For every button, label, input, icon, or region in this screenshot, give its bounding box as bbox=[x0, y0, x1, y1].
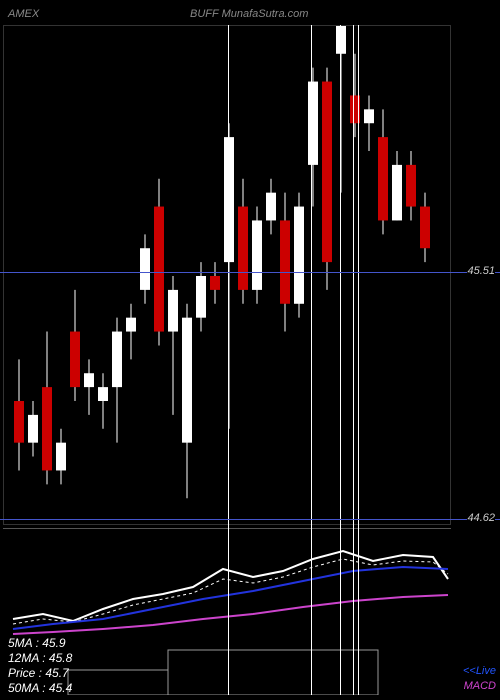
exchange-label: AMEX bbox=[8, 8, 39, 20]
price-line-label: 44.62 bbox=[467, 512, 495, 524]
macd-live-label: <<Live bbox=[463, 665, 496, 677]
price-panel[interactable] bbox=[3, 25, 451, 525]
price-line-label: 45.51 bbox=[467, 265, 495, 277]
price-text: Price : 45.7 bbox=[8, 666, 69, 680]
y-axis: 45.51 44.62 <<Live MACD bbox=[455, 0, 500, 700]
ma12-text: 12MA : 45.8 bbox=[8, 651, 72, 665]
ma-lines bbox=[3, 529, 451, 639]
ticker-label: BUFF MunafaSutra.com bbox=[190, 8, 308, 20]
chart-container: AMEX BUFF MunafaSutra.com 5MA : 45.9 12M… bbox=[0, 0, 455, 700]
ma-panel[interactable] bbox=[3, 528, 451, 638]
macd-label: MACD bbox=[464, 680, 496, 692]
ma50-text: 50MA : 45.4 bbox=[8, 681, 72, 695]
ma5-text: 5MA : 45.9 bbox=[8, 636, 66, 650]
